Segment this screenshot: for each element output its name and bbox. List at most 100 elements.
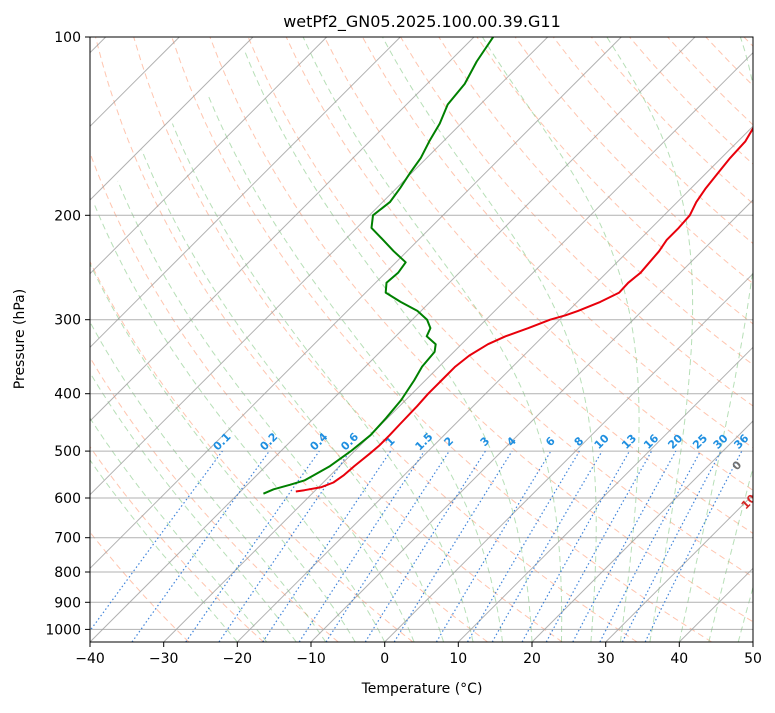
moist-adiabat-label: 20 <box>755 523 775 543</box>
dry-adiabat-line <box>668 37 775 642</box>
isotherm-line <box>237 37 775 642</box>
x-tick-label: −30 <box>149 651 179 667</box>
mixing-ratio-label: 3 <box>478 434 493 449</box>
dry-adiabat-line <box>591 37 775 642</box>
mixing-ratio-label: 10 <box>592 431 612 451</box>
dry-adiabats <box>0 37 775 642</box>
isotherm-line <box>311 37 775 642</box>
chart-title: wetPf2_GN05.2025.100.00.39.G11 <box>283 12 561 32</box>
moist-adiabat-line <box>709 37 775 642</box>
mixing-ratio-label: 1.5 <box>413 430 436 453</box>
dry-adiabat-line <box>706 37 775 642</box>
mixing-ratio-line <box>546 451 651 642</box>
mixing-ratio-label: 16 <box>641 431 661 451</box>
mixing-ratio-line <box>365 451 485 642</box>
mixing-ratio-label: 6 <box>543 434 558 449</box>
isotherm-line <box>164 37 769 642</box>
isotherm-line <box>90 37 695 642</box>
x-tick-label: 40 <box>670 651 688 667</box>
mixing-ratio-label: 25 <box>690 432 710 452</box>
mixing-ratio-line <box>82 451 223 642</box>
x-tick-label: 50 <box>744 651 762 667</box>
mixing-ratio-line <box>219 451 350 642</box>
mixing-ratio-label: 30 <box>711 431 731 451</box>
mixing-ratio-label: 1 <box>383 434 398 449</box>
x-tick-label: 30 <box>597 651 615 667</box>
moist-adiabat-line <box>303 37 562 642</box>
dry-adiabat-line <box>134 37 637 642</box>
dry-adiabat-line <box>0 37 264 642</box>
moist-adiabat-line <box>383 37 597 642</box>
dry-adiabat-line <box>553 37 775 642</box>
isotherm-line <box>0 37 474 642</box>
moist-adiabat-line <box>482 37 639 642</box>
y-tick-label: 600 <box>54 491 81 507</box>
isotherm-line <box>679 37 775 642</box>
mixing-ratio-label: 8 <box>572 434 587 449</box>
dry-adiabat-line <box>439 37 775 642</box>
x-tick-label: −20 <box>223 651 253 667</box>
y-tick-label: 300 <box>54 313 81 329</box>
dry-adiabat-line <box>0 37 338 642</box>
dry-adiabat-line <box>57 37 487 642</box>
moist-adiabats <box>0 37 775 642</box>
moist-adiabat-line <box>208 94 503 642</box>
moist-adiabat-line <box>93 202 384 642</box>
y-tick-label: 400 <box>54 387 81 403</box>
isotherm-line <box>753 37 775 642</box>
isotherm-line <box>458 37 775 642</box>
dry-adiabat-line <box>515 37 775 642</box>
mixing-ratio-line <box>326 451 449 642</box>
mixing-ratio-label: 0.1 <box>211 430 234 453</box>
y-tick-label: 100 <box>54 30 81 46</box>
x-axis-label: Temperature (°C) <box>361 681 483 697</box>
moist-adiabat-line <box>118 181 414 642</box>
y-tick-label: 800 <box>54 565 81 581</box>
moist-adiabat-label: 10 <box>739 492 759 512</box>
x-tick-label: 10 <box>449 651 467 667</box>
y-tick-label: 1000 <box>45 622 81 638</box>
moist-adiabat-line <box>607 37 693 642</box>
plot-frame <box>90 37 753 642</box>
mixing-ratio-label: 0.4 <box>307 430 330 453</box>
x-tick-label: −40 <box>75 651 105 667</box>
isotherm-line <box>385 37 775 642</box>
y-tick-label: 700 <box>54 531 81 547</box>
isotherm-line <box>0 37 327 642</box>
dewpoint-profile-line <box>263 37 493 494</box>
grid-lines <box>0 37 775 642</box>
mixing-ratio-line <box>299 451 424 642</box>
mixing-ratio-label: 36 <box>731 431 751 451</box>
dry-adiabat-line <box>19 37 413 642</box>
y-tick-label: 200 <box>54 208 81 224</box>
mixing-ratio-line <box>573 451 676 642</box>
y-tick-label: 500 <box>54 444 81 460</box>
x-tick-label: −10 <box>296 651 326 667</box>
mixing-ratio-line <box>263 451 391 642</box>
isotherm-line <box>0 37 253 642</box>
x-tick-label: 20 <box>523 651 541 667</box>
mixing-ratio-line <box>600 451 701 642</box>
mixing-ratio-line <box>468 451 580 642</box>
y-axis-label: Pressure (hPa) <box>12 289 28 389</box>
y-tick-label: 900 <box>54 595 81 611</box>
mixing-ratio-line <box>522 451 629 642</box>
isotherm-line <box>0 37 400 642</box>
mixing-ratio-label: 13 <box>619 432 639 452</box>
dry-adiabat-line <box>0 37 189 642</box>
moist-adiabat-line <box>244 50 532 642</box>
moist-adiabat-line <box>71 222 355 642</box>
mixing-ratio-label: 0.6 <box>338 430 361 453</box>
mixing-ratio-label: 0.2 <box>257 430 280 453</box>
moist-adiabat-label: 0 <box>730 458 745 473</box>
dry-adiabat-line <box>744 37 775 642</box>
moist-adiabat-line <box>738 37 775 642</box>
mixing-ratio-label: 2 <box>442 434 457 449</box>
isotherm-line <box>16 37 621 642</box>
x-tick-label: 0 <box>380 651 389 667</box>
